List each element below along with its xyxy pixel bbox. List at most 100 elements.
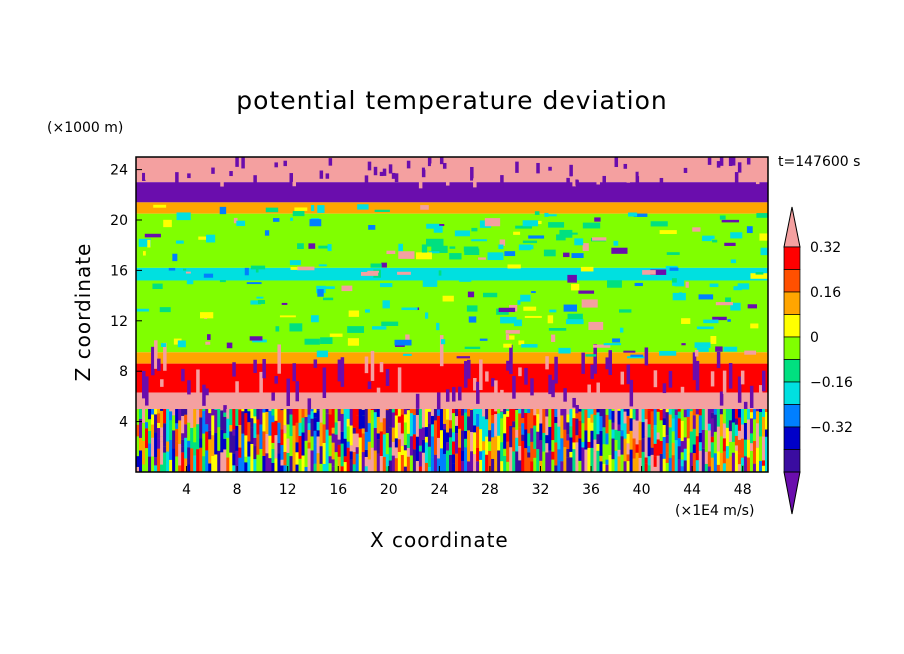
heatmap-cell xyxy=(659,230,677,235)
heatmap-cell xyxy=(623,438,628,462)
heatmap-cell xyxy=(448,454,453,472)
heatmap-cell xyxy=(214,409,218,434)
heatmap-cell xyxy=(559,229,573,238)
heatmap-cell xyxy=(674,440,679,448)
heatmap-cell xyxy=(298,157,303,165)
heatmap-cell xyxy=(430,457,435,472)
heatmap-cell xyxy=(448,409,453,421)
heatmap-cell xyxy=(337,409,342,412)
heatmap-cell xyxy=(521,418,525,424)
heatmap-cell xyxy=(530,378,534,396)
heatmap-cell xyxy=(184,424,188,438)
heatmap-cell xyxy=(528,235,545,239)
heatmap-cell xyxy=(566,177,570,187)
heatmap-cell xyxy=(235,425,239,451)
heatmap-cell xyxy=(668,409,673,415)
heatmap-cell xyxy=(334,434,339,453)
heatmap-cell xyxy=(379,455,384,472)
heatmap-cell xyxy=(764,460,769,472)
heatmap-cell xyxy=(713,159,718,169)
heatmap-cell xyxy=(685,281,689,288)
heatmap-cell xyxy=(154,465,158,472)
heatmap-cell xyxy=(280,409,284,411)
heatmap-cell xyxy=(232,435,236,454)
heatmap-cell xyxy=(391,455,396,472)
heatmap-cell xyxy=(761,436,766,461)
heatmap-cell xyxy=(629,430,634,450)
heatmap-cell xyxy=(512,409,516,422)
heatmap-cell xyxy=(246,282,262,285)
heatmap-cell xyxy=(445,450,450,472)
heatmap-cell xyxy=(445,419,450,433)
heatmap-cell xyxy=(710,335,717,344)
heatmap-cell xyxy=(603,343,622,346)
heatmap-cell xyxy=(250,409,254,419)
heatmap-cell xyxy=(677,173,682,182)
heatmap-cell xyxy=(403,353,412,356)
heatmap-cell xyxy=(208,430,212,440)
heatmap-cell xyxy=(608,438,613,455)
heatmap-cell xyxy=(671,418,676,432)
heatmap-cell xyxy=(744,350,757,355)
heatmap-cell xyxy=(662,458,667,472)
heatmap-cell xyxy=(310,409,315,412)
heatmap-cell xyxy=(403,422,408,446)
heatmap-cell xyxy=(533,448,537,458)
heatmap-cell xyxy=(689,166,694,173)
heatmap-cell xyxy=(692,227,701,232)
heatmap-cell xyxy=(504,251,516,257)
heatmap-cell xyxy=(367,423,372,442)
heatmap-cell xyxy=(424,159,429,170)
heatmap-cell xyxy=(644,436,649,458)
heatmap-cell xyxy=(719,157,724,166)
heatmap-cell xyxy=(746,409,751,420)
heatmap-cell xyxy=(668,161,673,175)
heatmap-cell xyxy=(596,172,600,185)
heatmap-cell xyxy=(412,409,417,415)
heatmap-cell xyxy=(223,405,227,413)
heatmap-cell xyxy=(394,339,412,346)
heatmap-cell xyxy=(442,410,447,424)
heatmap-cell xyxy=(187,464,191,472)
heatmap-cell xyxy=(689,431,694,453)
heatmap-cell xyxy=(320,337,333,345)
heatmap-cell xyxy=(145,448,149,472)
heatmap-cell xyxy=(683,417,688,438)
heatmap-cell xyxy=(743,422,748,440)
heatmap-cell xyxy=(385,454,390,467)
heatmap-cell xyxy=(352,433,357,452)
heatmap-cell xyxy=(313,409,318,413)
heatmap-cell xyxy=(677,438,682,447)
heatmap-cell xyxy=(202,409,206,411)
heatmap-cell xyxy=(719,436,724,453)
heatmap-cell xyxy=(665,443,670,453)
heatmap-cell xyxy=(764,409,769,412)
heatmap-cell xyxy=(439,448,444,472)
heatmap-cell xyxy=(352,464,357,472)
heatmap-cell xyxy=(671,409,676,419)
heatmap-cell xyxy=(347,338,360,346)
heatmap-cell xyxy=(704,463,709,472)
heatmap-cell xyxy=(563,388,567,402)
heatmap-cell xyxy=(488,430,492,442)
heatmap-cell xyxy=(557,449,561,461)
heatmap-cell xyxy=(358,437,363,457)
heatmap-cell xyxy=(367,381,372,389)
heatmap-cell xyxy=(325,429,330,451)
heatmap-cell xyxy=(316,430,321,437)
heatmap-cell xyxy=(731,422,736,442)
y-tick-label: 24 xyxy=(110,163,128,179)
heatmap-cell xyxy=(536,431,540,450)
heatmap-cell xyxy=(650,409,655,412)
heatmap-cell xyxy=(334,422,339,435)
heatmap-cell xyxy=(749,443,754,451)
heatmap-cell xyxy=(346,409,351,419)
heatmap-cell xyxy=(582,222,601,229)
heatmap-cell xyxy=(440,339,446,345)
heatmap-cell xyxy=(405,334,410,343)
heatmap-cell xyxy=(157,413,161,423)
heatmap-cell xyxy=(710,442,715,458)
heatmap-cell xyxy=(485,436,489,455)
heatmap-cell xyxy=(620,436,625,455)
heatmap-cell xyxy=(409,409,414,414)
